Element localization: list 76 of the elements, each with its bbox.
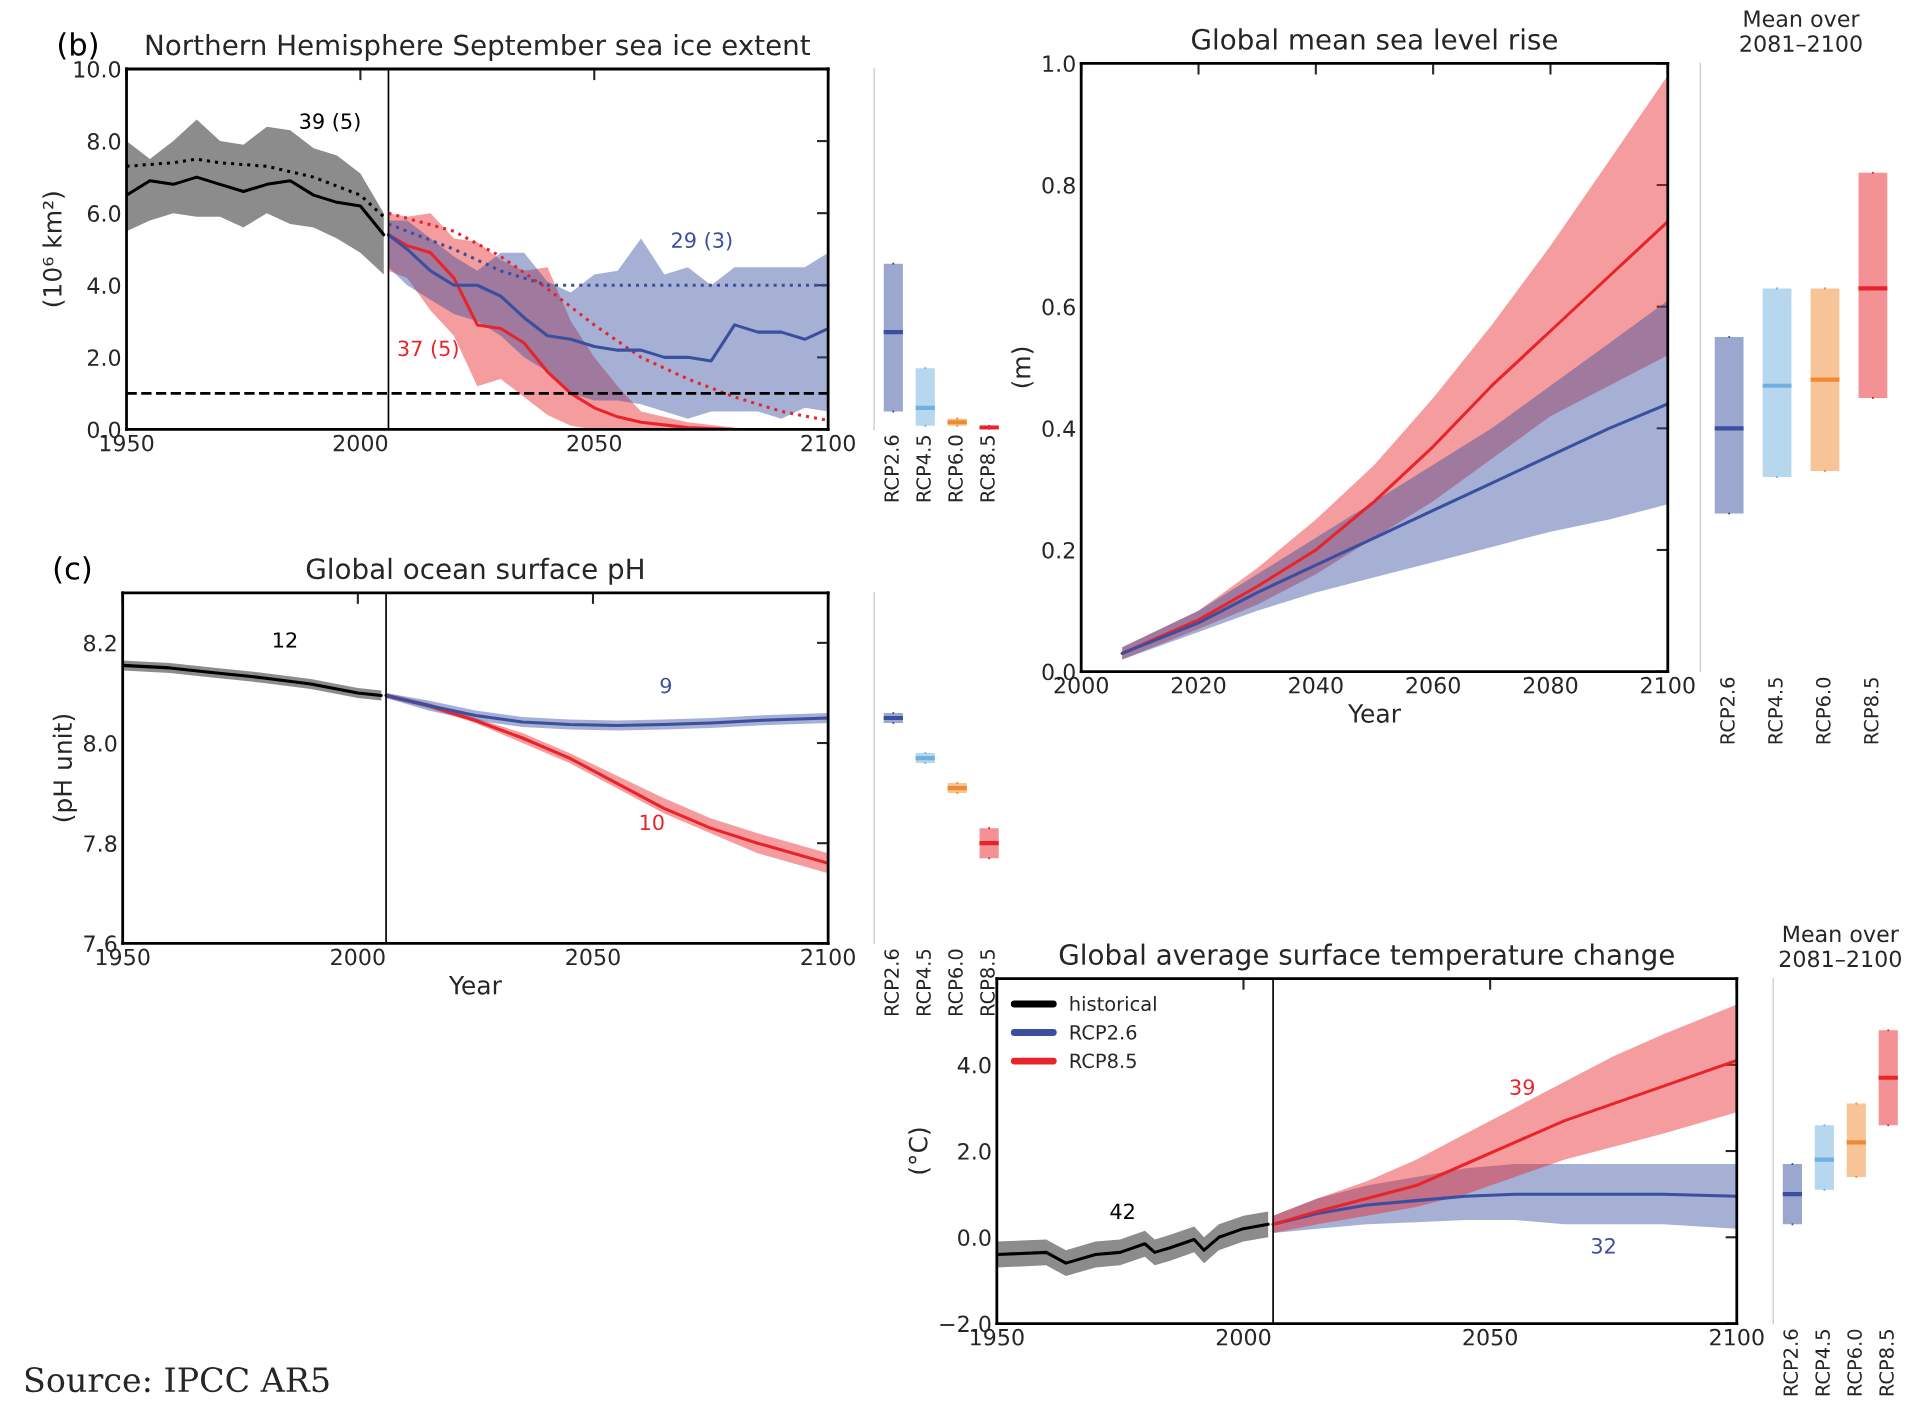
x-tick-label: 2000: [333, 434, 388, 452]
x-tick-label: 2100: [1641, 676, 1695, 694]
y-tick-label: 10.0: [74, 60, 121, 78]
x-tick-label: RCP6.0: [1815, 677, 1831, 744]
annotation: 29 (3): [672, 231, 732, 251]
x-tick-label: RCP4.5: [916, 436, 931, 502]
x-tick-label: RCP4.5: [1767, 678, 1783, 744]
annotation: 37 (5): [398, 340, 458, 359]
x-tick-label: 2000: [331, 948, 385, 966]
x-tick-label: RCP2.6: [884, 435, 899, 502]
chart-title: Global ocean surface pH: [306, 557, 643, 585]
x-tick-label: 2020: [1171, 676, 1226, 694]
y-tick-label: 6.0: [87, 205, 121, 222]
x-tick-label: 2100: [801, 434, 855, 452]
line-series: [1271, 1058, 1737, 1226]
y-tick-label: 1.0: [1043, 55, 1075, 73]
x-axis-title: Year: [448, 976, 502, 995]
legend-label: RCP8.5: [1070, 1053, 1136, 1069]
annotation: 32: [1591, 1237, 1615, 1254]
x-tick-label: RCP2.6: [884, 949, 899, 1016]
chart-title: Mean over 2081–2100: [1740, 10, 1862, 53]
y-tick-label: 2.0: [87, 349, 121, 367]
x-tick-label: 2040: [1289, 676, 1343, 694]
x-tick-label: 2050: [1463, 1328, 1517, 1346]
annotation: 10: [640, 814, 664, 831]
y-tick-label: 0.0: [958, 1229, 991, 1247]
x-tick-label: RCP8.5: [980, 949, 995, 1016]
y-tick-label: 8.0: [87, 133, 121, 150]
x-tick-label: RCP6.0: [948, 949, 963, 1016]
y-tick-label: 0.6: [1042, 298, 1075, 316]
line-series: [386, 233, 829, 363]
x-tick-label: 2100: [801, 948, 855, 966]
x-tick-label: RCP8.5: [980, 436, 995, 502]
chart-title: Mean over 2081–2100: [1779, 925, 1901, 968]
x-tick-label: RCP4.5: [916, 949, 931, 1016]
x-tick-label: 2050: [567, 434, 622, 452]
chart-title: Global mean sea level rise: [1192, 28, 1558, 50]
chart-title: Northern Hemisphere September sea ice extent: [146, 34, 810, 61]
y-tick-label: 0.2: [1042, 541, 1075, 559]
annotation: 39: [1510, 1079, 1534, 1095]
y-tick-label: 0.4: [1042, 420, 1076, 438]
x-tick-label: 2080: [1523, 676, 1578, 694]
x-tick-label: RCP4.5: [1815, 1330, 1830, 1396]
y-tick-label: 7.8: [84, 835, 117, 852]
x-tick-label: RCP2.6: [1720, 677, 1735, 744]
text: (c): [54, 556, 91, 584]
y-axis-title: (10⁶ km²): [42, 192, 65, 307]
source-note: Source: IPCC AR5: [25, 1367, 329, 1393]
legend-label: RCP2.6: [1070, 1024, 1137, 1040]
legend-label: historical: [1070, 996, 1156, 1012]
x-tick-label: 2000: [1216, 1328, 1271, 1346]
y-tick-label: 4.0: [957, 1056, 991, 1074]
annotation: 12: [273, 632, 297, 648]
annotation: 9: [660, 677, 672, 694]
y-tick-label: 8.0: [83, 734, 117, 752]
x-tick-label: RCP2.6: [1783, 1329, 1799, 1396]
x-tick-label: RCP6.0: [948, 435, 963, 502]
x-tick-label: RCP8.5: [1863, 678, 1879, 744]
y-axis-title: (°C): [908, 1128, 931, 1174]
y-tick-label: 2.0: [958, 1142, 991, 1160]
x-tick-label: RCP6.0: [1847, 1329, 1862, 1396]
x-tick-label: 2100: [1710, 1328, 1764, 1346]
chart-title: Global average surface temperature change: [1059, 943, 1674, 971]
y-tick-label: 8.2: [83, 634, 116, 652]
annotation: 42: [1110, 1203, 1134, 1219]
y-axis-title: (m): [1011, 347, 1034, 388]
x-tick-label: 2050: [566, 948, 620, 966]
y-axis-title: (pH unit): [52, 714, 77, 822]
text: (b): [58, 32, 97, 60]
line-series: [1120, 402, 1668, 655]
x-axis-title: Year: [1347, 704, 1401, 723]
x-tick-label: RCP8.5: [1879, 1330, 1894, 1396]
y-tick-label: 4.0: [87, 277, 121, 295]
annotation: 39 (5): [300, 113, 360, 132]
y-tick-label: 0.8: [1042, 176, 1075, 194]
x-tick-label: 2060: [1406, 676, 1460, 694]
